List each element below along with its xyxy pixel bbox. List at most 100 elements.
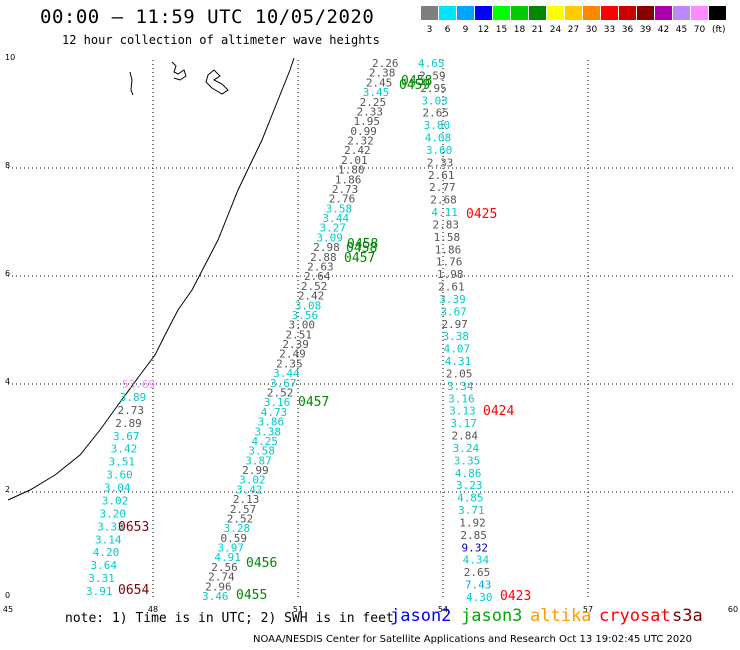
credit-text: NOAA/NESDIS Center for Satellite Applica… bbox=[253, 634, 692, 645]
legend-swatch bbox=[529, 6, 546, 20]
swh-value: 3.31 bbox=[88, 572, 115, 585]
legend-swatch bbox=[421, 6, 438, 20]
legend-label: 24 bbox=[549, 25, 562, 35]
swh-value: 2.65 bbox=[422, 107, 449, 120]
pass-label: 0653 bbox=[118, 520, 149, 535]
swh-value: 3.67 bbox=[113, 430, 140, 443]
pass-label: 0457 bbox=[344, 251, 375, 266]
legend-label: 36 bbox=[621, 25, 634, 35]
legend-swatch bbox=[547, 6, 564, 20]
legend-label: 3 bbox=[426, 25, 433, 35]
swh-value: 3.38 bbox=[443, 330, 470, 343]
legend-label: 18 bbox=[513, 25, 526, 35]
swh-value: 2.83 bbox=[433, 218, 460, 231]
swh-value: 3.46 bbox=[202, 590, 229, 603]
legend-label: 12 bbox=[477, 25, 490, 35]
swh-value: 3.35 bbox=[454, 454, 481, 467]
swh-value: 2.74 bbox=[208, 571, 235, 584]
swh-value: 2.73 bbox=[332, 183, 359, 196]
swh-value: 2.76 bbox=[329, 193, 356, 206]
swh-value: 3.60 bbox=[426, 144, 453, 157]
track-c: 4.307.432.654.349.322.851.923.714.853.23… bbox=[418, 57, 493, 604]
swh-value: 7.43 bbox=[465, 579, 492, 592]
swh-value: 3.04 bbox=[104, 482, 131, 495]
x-tick-label: 60 bbox=[728, 605, 738, 614]
swh-value: 3.42 bbox=[236, 483, 263, 496]
swh-value: 2.33 bbox=[427, 156, 454, 169]
swh-value: 2.99 bbox=[242, 464, 269, 477]
swh-value: 3.86 bbox=[258, 416, 285, 429]
coastline bbox=[7, 57, 295, 501]
swh-value: 3.67 bbox=[440, 305, 467, 318]
satellite-label: cryosat bbox=[599, 606, 671, 626]
y-tick-label: 0 bbox=[5, 591, 10, 600]
swh-value: 1.86 bbox=[435, 243, 462, 256]
swh-value: 3.64 bbox=[91, 559, 118, 572]
pass-label: 0455 bbox=[236, 588, 267, 603]
swh-value: 1.80 bbox=[338, 164, 365, 177]
legend-swatch bbox=[637, 6, 654, 20]
swh-value: 2.39 bbox=[282, 338, 309, 351]
swh-value: 3.58 bbox=[326, 202, 353, 215]
swh-value: 4.30 bbox=[466, 591, 493, 604]
swh-value: 3.14 bbox=[95, 533, 122, 546]
pass-label: 0459 bbox=[399, 78, 430, 93]
swh-value: 3.13 bbox=[449, 405, 476, 418]
note-text: note: 1) Time is in UTC; 2) SWH is in fe… bbox=[65, 611, 394, 626]
swh-value: 0.59 bbox=[221, 532, 248, 545]
satellite-label: s3a bbox=[672, 606, 703, 626]
swh-value: 3.56 bbox=[292, 309, 319, 322]
x-tick-label: 48 bbox=[148, 605, 158, 614]
swh-value: 3.87 bbox=[245, 454, 271, 467]
swh-value: 3.09 bbox=[316, 231, 343, 244]
x-tick-label: 57 bbox=[583, 605, 593, 614]
x-tick-label: 45 bbox=[3, 605, 13, 614]
swh-value: 2.26 bbox=[372, 57, 399, 70]
y-tick-label: 8 bbox=[5, 161, 10, 170]
legend-swatch bbox=[565, 6, 582, 20]
swh-value: 1.95 bbox=[353, 115, 380, 128]
swh-value: 4.34 bbox=[463, 554, 490, 567]
swh-value: 2.65 bbox=[464, 566, 491, 579]
island-outline bbox=[205, 69, 229, 95]
legend-swatch bbox=[655, 6, 672, 20]
satellite-label: altika bbox=[530, 606, 592, 626]
legend-label: 33 bbox=[603, 25, 616, 35]
swh-value: 4.08 bbox=[425, 132, 452, 145]
swh-value: 2.35 bbox=[276, 357, 303, 370]
swh-value: 2.52 bbox=[301, 280, 328, 293]
x-tick-label: 54 bbox=[438, 605, 448, 614]
map-subtitle: 12 hour collection of altimeter wave hei… bbox=[62, 33, 380, 47]
legend-swatch bbox=[601, 6, 618, 20]
swh-value: 3.23 bbox=[456, 479, 483, 492]
swh-value: 3.33 bbox=[97, 520, 124, 533]
swh-value: 2.56 bbox=[211, 561, 238, 574]
swh-value: 4.73 bbox=[261, 406, 288, 419]
swh-value: 4.31 bbox=[445, 355, 472, 368]
swh-value: 3.02 bbox=[102, 494, 129, 507]
legend-label: 6 bbox=[444, 25, 451, 35]
swh-value: 4.85 bbox=[457, 492, 484, 505]
legend-swatch bbox=[583, 6, 600, 20]
swh-value: 3.08 bbox=[295, 299, 322, 312]
satellite-label: jason3 bbox=[461, 606, 523, 626]
swh-value: 3.38 bbox=[255, 425, 282, 438]
legend-label: 21 bbox=[531, 25, 544, 35]
satellite-label: jason2 bbox=[390, 606, 452, 626]
swh-value: 2.05 bbox=[446, 367, 473, 380]
swh-value: 2.88 bbox=[310, 251, 337, 264]
legend-swatch bbox=[709, 6, 726, 20]
swh-value: 3.97 bbox=[217, 542, 244, 555]
swh-value: 4.86 bbox=[455, 467, 482, 480]
swh-value: 2.42 bbox=[298, 290, 325, 303]
legend-label: 30 bbox=[585, 25, 598, 35]
swh-value: 2.95 bbox=[420, 82, 447, 95]
legend-unit: (ft) bbox=[712, 25, 726, 35]
legend-swatch bbox=[457, 6, 474, 20]
legend-swatch bbox=[475, 6, 492, 20]
swh-value: 2.49 bbox=[279, 348, 306, 361]
legend-label: 70 bbox=[693, 25, 706, 35]
swh-value: 2.51 bbox=[285, 328, 312, 341]
coastline-path bbox=[7, 57, 295, 501]
